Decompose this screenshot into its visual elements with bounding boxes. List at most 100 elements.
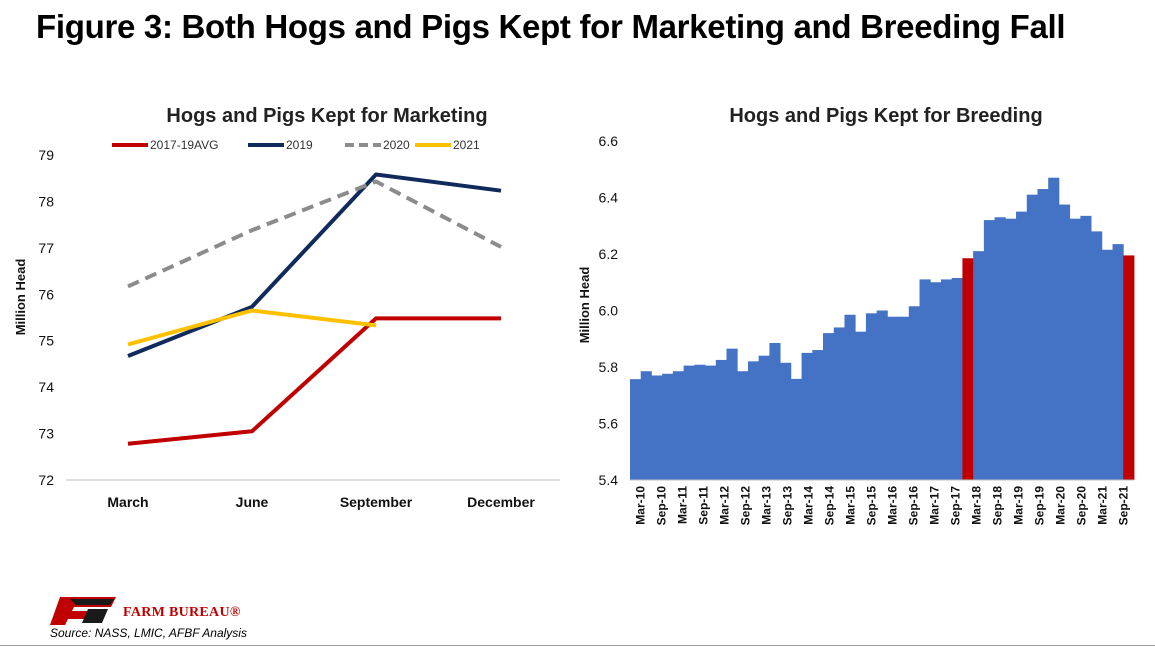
breeding-bars xyxy=(630,177,1135,481)
breeding-bar-highlight xyxy=(962,258,974,480)
breeding-bar xyxy=(908,306,920,480)
breeding-bar xyxy=(983,220,995,480)
breeding-x-tick-label: Mar-19 xyxy=(1012,486,1026,525)
breeding-x-tick-label: Sep-14 xyxy=(823,486,837,526)
breeding-x-tick-label: Sep-18 xyxy=(991,486,1005,526)
breeding-bar xyxy=(812,350,824,480)
marketing-y-tick-label: 74 xyxy=(38,379,54,395)
breeding-bar xyxy=(672,371,685,480)
breeding-bar xyxy=(801,352,813,480)
breeding-bar xyxy=(876,310,888,480)
breeding-bar xyxy=(865,313,878,480)
breeding-bar xyxy=(994,217,1006,480)
marketing-series-line-2020 xyxy=(127,179,502,289)
breeding-x-tick-label: Mar-13 xyxy=(760,486,774,525)
breeding-bar xyxy=(930,282,942,480)
breeding-bar xyxy=(919,279,931,480)
marketing-series xyxy=(127,172,502,446)
breeding-chart-title: Hogs and Pigs Kept for Breeding xyxy=(729,105,1042,127)
breeding-x-tick-label: Sep-17 xyxy=(949,486,963,526)
breeding-x-tick-label: Mar-11 xyxy=(676,486,690,524)
legend-label: 2021 xyxy=(453,138,480,152)
breeding-bar xyxy=(769,342,781,480)
breeding-y-axis-label: Million Head xyxy=(577,267,592,344)
breeding-x-tick-label: Sep-11 xyxy=(697,486,711,525)
breeding-bar xyxy=(1058,204,1071,480)
marketing-y-tick-label: 76 xyxy=(38,286,54,302)
breeding-bar xyxy=(1069,218,1081,480)
breeding-y-tick-label: 6.0 xyxy=(599,303,619,319)
breeding-bar xyxy=(1037,189,1049,480)
marketing-x-ticks: March June September December xyxy=(107,494,535,510)
marketing-y-axis-label: Million Head xyxy=(13,259,28,336)
breeding-x-tick-label: Sep-10 xyxy=(655,486,669,526)
marketing-legend: 2017-19AVG 2019 2020 2021 xyxy=(112,138,480,152)
breeding-bar xyxy=(973,251,985,480)
marketing-y-tick-label: 73 xyxy=(38,426,54,442)
legend-label: 2020 xyxy=(383,138,410,152)
breeding-x-tick-label: Mar-20 xyxy=(1054,486,1068,525)
breeding-bar xyxy=(951,278,963,480)
breeding-bar xyxy=(651,375,663,480)
breeding-x-tick-label: Sep-21 xyxy=(1117,486,1131,526)
breeding-y-ticks: 5.4 5.6 5.8 6.0 6.2 6.4 6.6 xyxy=(599,133,619,488)
breeding-bar xyxy=(940,279,953,480)
breeding-x-tick-label: Sep-19 xyxy=(1033,486,1047,526)
breeding-bar xyxy=(694,364,706,480)
breeding-x-tick-label: Sep-20 xyxy=(1075,486,1089,526)
breeding-x-tick-label: Sep-16 xyxy=(907,486,921,526)
breeding-bar-highlight xyxy=(1123,255,1135,480)
breeding-x-tick-label: Sep-12 xyxy=(739,486,753,526)
breeding-bar xyxy=(898,316,910,480)
breeding-x-tick-label: Mar-12 xyxy=(718,486,732,525)
breeding-y-tick-label: 5.8 xyxy=(599,359,619,375)
marketing-x-tick-label: December xyxy=(467,494,535,510)
marketing-y-tick-label: 72 xyxy=(38,472,54,488)
breeding-bar xyxy=(758,355,770,480)
breeding-bar xyxy=(1016,211,1028,480)
breeding-x-tick-label: Mar-14 xyxy=(802,486,816,525)
breeding-x-tick-label: Mar-10 xyxy=(634,486,648,525)
marketing-x-tick-label: June xyxy=(236,494,269,510)
marketing-y-tick-label: 75 xyxy=(38,333,54,349)
marketing-y-tick-label: 78 xyxy=(38,193,54,209)
marketing-x-tick-label: March xyxy=(107,494,148,510)
breeding-x-tick-label: Sep-13 xyxy=(781,486,795,526)
breeding-bar xyxy=(1080,215,1092,481)
breeding-x-tick-label: Mar-17 xyxy=(928,486,942,525)
breeding-y-tick-label: 6.4 xyxy=(599,190,619,206)
breeding-y-tick-label: 5.4 xyxy=(599,472,619,488)
breeding-x-tick-label: Mar-18 xyxy=(970,486,984,525)
breeding-x-tick-label: Sep-15 xyxy=(865,486,879,526)
figure-title: Figure 3: Both Hogs and Pigs Kept for Ma… xyxy=(36,8,1066,45)
breeding-y-tick-label: 5.6 xyxy=(599,416,619,432)
marketing-chart-title: Hogs and Pigs Kept for Marketing xyxy=(166,105,487,127)
legend-label: 2019 xyxy=(286,138,313,152)
legend-label: 2017-19AVG xyxy=(150,138,219,152)
breeding-bar xyxy=(747,361,760,480)
breeding-bar xyxy=(1048,177,1060,480)
breeding-bar xyxy=(790,378,802,480)
breeding-y-tick-label: 6.6 xyxy=(599,133,619,149)
bottom-divider xyxy=(0,645,1155,646)
marketing-x-tick-label: September xyxy=(340,494,413,510)
breeding-bar xyxy=(1112,244,1124,480)
breeding-bar xyxy=(715,359,727,480)
breeding-bar xyxy=(823,333,835,480)
marketing-y-ticks: 72 73 74 75 76 77 78 79 xyxy=(38,147,54,488)
marketing-y-tick-label: 79 xyxy=(38,147,54,163)
breeding-x-ticks: Mar-10 Sep-10 Mar-11 Sep-11 Mar-12 Sep-12 Mar-… xyxy=(634,486,1131,526)
breeding-bar xyxy=(844,314,856,480)
breeding-bar xyxy=(683,365,695,480)
breeding-bar xyxy=(1091,231,1103,480)
breeding-bar xyxy=(1101,249,1113,480)
breeding-bar xyxy=(1026,194,1038,481)
breeding-y-tick-label: 6.2 xyxy=(599,246,619,262)
breeding-bar xyxy=(726,348,738,480)
breeding-bar xyxy=(887,316,899,480)
breeding-x-tick-label: Mar-21 xyxy=(1096,486,1110,525)
marketing-series-line-2019 xyxy=(127,172,502,358)
breeding-x-tick-label: Mar-15 xyxy=(844,486,858,525)
breeding-bar xyxy=(855,331,867,480)
